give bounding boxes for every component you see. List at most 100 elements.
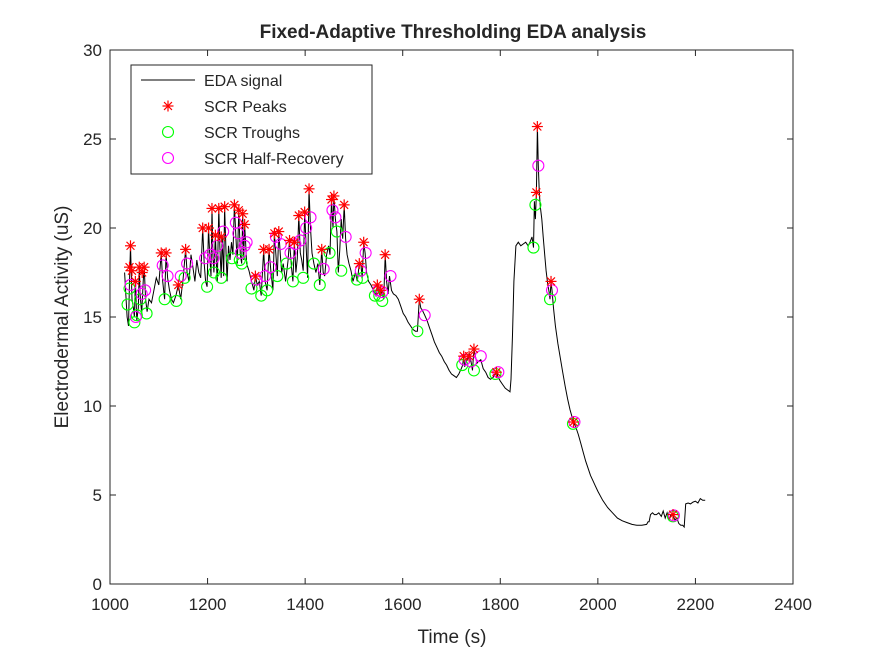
y-tick-label: 15: [83, 308, 102, 327]
trough-marker: [158, 293, 171, 306]
x-tick-label: 2000: [579, 595, 617, 614]
legend: EDA signal SCR Peaks SCR Troughs SCR Half-R…: [130, 64, 373, 175]
peak-marker: [203, 222, 215, 234]
trough-marker: [527, 241, 540, 254]
peak-marker: [215, 231, 227, 243]
trough-marker: [356, 271, 369, 284]
x-tick-label: 1200: [189, 595, 227, 614]
legend-label: SCR Peaks: [204, 99, 287, 116]
y-axis-label: Electrodermal Activity (uS): [52, 206, 73, 429]
series-1: [124, 121, 679, 521]
trough-marker: [456, 359, 469, 372]
trough-marker: [335, 264, 348, 277]
x-tick-label: 2200: [677, 595, 715, 614]
half-recovery-marker: [240, 236, 253, 249]
y-tick-label: 20: [83, 219, 102, 238]
peak-marker: [413, 293, 425, 305]
half-recovery-marker: [124, 278, 137, 292]
y-tick-label: 25: [83, 130, 102, 149]
legend-asterisk-swatch: [162, 100, 174, 112]
peak-marker: [358, 236, 370, 248]
half-recovery-marker: [161, 270, 174, 283]
peak-marker: [129, 275, 141, 287]
peak-marker: [268, 227, 280, 239]
trough-marker: [271, 270, 284, 283]
trough-marker: [280, 257, 293, 270]
trough-marker: [201, 280, 214, 293]
trough-marker: [313, 278, 326, 292]
half-recovery-marker: [418, 309, 431, 322]
peak-marker: [209, 229, 221, 241]
half-recovery-marker: [300, 221, 313, 235]
half-recovery-marker: [339, 230, 352, 243]
peak-marker: [172, 279, 184, 291]
legend-item: EDA signal: [141, 73, 282, 90]
peak-marker: [379, 249, 391, 261]
half-recovery-marker: [329, 211, 342, 224]
peak-marker: [288, 236, 300, 248]
peak-marker: [531, 121, 543, 133]
legend-item: SCR Peaks: [162, 99, 287, 116]
legend-label: EDA signal: [204, 73, 282, 90]
series-2: [121, 198, 680, 523]
peak-marker: [468, 343, 480, 355]
legend-box: [130, 64, 373, 175]
trough-marker: [529, 198, 542, 211]
peak-marker: [328, 190, 340, 202]
peak-marker: [219, 201, 231, 213]
half-recovery-marker: [545, 284, 559, 297]
half-recovery-marker: [458, 353, 471, 366]
legend-circle-swatch: [161, 151, 175, 165]
peak-marker: [353, 258, 365, 270]
legend-item: SCR Half-Recovery: [161, 151, 344, 168]
legend-label: SCR Troughs: [204, 125, 300, 142]
y-tick-label: 0: [93, 575, 102, 594]
legend-label: SCR Half-Recovery: [204, 151, 344, 168]
half-recovery-marker: [317, 262, 330, 275]
peak-marker: [180, 243, 192, 255]
trough-marker: [411, 325, 424, 338]
half-recovery-marker: [326, 204, 339, 217]
trough-marker: [261, 284, 274, 297]
half-recovery-marker: [203, 248, 217, 261]
trough-marker: [376, 294, 389, 308]
peak-marker: [239, 218, 251, 230]
x-tick-label: 1800: [481, 595, 519, 614]
half-recovery-marker: [174, 270, 187, 283]
y-tick-label: 30: [83, 41, 102, 60]
peak-marker: [263, 243, 275, 255]
peak-marker: [375, 284, 387, 296]
x-tick-label: 2400: [774, 595, 812, 614]
peak-marker: [490, 366, 502, 378]
half-recovery-marker: [135, 287, 148, 300]
half-recovery-marker: [384, 270, 397, 283]
trough-marker: [121, 298, 134, 311]
half-recovery-marker: [234, 246, 247, 259]
trough-marker: [130, 309, 143, 322]
trough-marker: [215, 271, 228, 284]
trough-marker: [128, 316, 141, 329]
half-recovery-marker: [139, 284, 152, 297]
half-recovery-marker: [532, 159, 545, 172]
peak-marker: [303, 183, 315, 195]
half-recovery-marker: [667, 509, 681, 522]
half-recovery-marker: [359, 246, 372, 259]
y-axis: 0 5 10 15 20 25 30: [83, 41, 793, 594]
peak-marker: [228, 199, 240, 211]
trough-marker: [170, 294, 183, 308]
x-axis-label: Time (s): [418, 627, 487, 648]
trough-marker: [323, 246, 336, 259]
half-recovery-marker: [129, 310, 142, 324]
peak-marker: [293, 210, 305, 222]
x-tick-label: 1000: [91, 595, 129, 614]
trough-marker: [225, 252, 239, 265]
trough-marker: [467, 364, 480, 377]
peak-marker: [160, 247, 172, 259]
x-axis: 1000 1200 1400 1600 1800 2000 2200 2400: [91, 50, 812, 614]
peak-marker: [273, 226, 285, 238]
legend-item: SCR Troughs: [161, 125, 300, 142]
peak-marker: [126, 265, 138, 277]
trough-marker: [489, 367, 502, 381]
peak-marker: [545, 275, 557, 287]
